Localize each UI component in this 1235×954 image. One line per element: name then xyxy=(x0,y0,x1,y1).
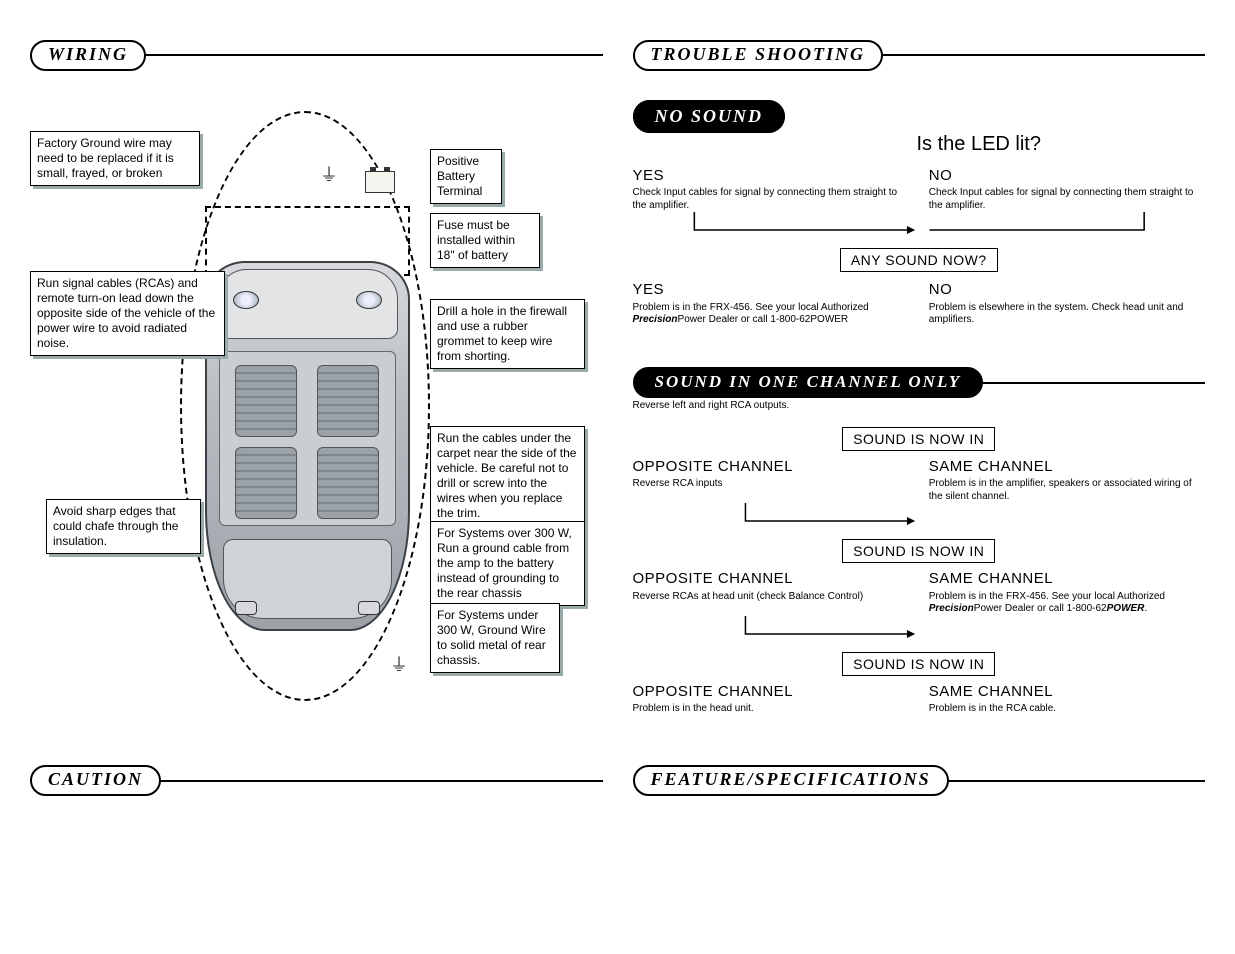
headlamp-left xyxy=(233,291,259,309)
yes2-label: YES xyxy=(633,280,909,300)
page: WIRING xyxy=(30,40,1205,738)
opp2-h: OPPOSITE CHANNEL xyxy=(633,569,909,589)
right-column: TROUBLE SHOOTING NO SOUND Is the LED lit… xyxy=(633,40,1206,738)
led-question: Is the LED lit? xyxy=(753,133,1206,156)
no1-text: Check Input cables for signal by connect… xyxy=(929,187,1205,212)
callout-fuse: Fuse must be installed within 18" of bat… xyxy=(430,213,540,268)
sound-now-label-1: SOUND IS NOW IN xyxy=(842,427,995,451)
sound-now-node-1: SOUND IS NOW IN xyxy=(633,427,1206,451)
same3-h: SAME CHANNEL xyxy=(929,682,1205,702)
bottom-headings: CAUTION FEATURE/SPECIFICATIONS xyxy=(30,765,1205,814)
seat-rear-left xyxy=(235,447,297,519)
no-sound-pill: NO SOUND xyxy=(633,100,786,133)
opp1-t: Reverse RCA inputs xyxy=(633,478,909,491)
troubleshooting-rule xyxy=(881,54,1205,56)
callout-rca-routing: Run signal cables (RCAs) and remote turn… xyxy=(30,271,225,356)
same2-a: Problem is in the FRX-456. See your loca… xyxy=(929,591,1165,602)
opposite-1: OPPOSITE CHANNEL Reverse RCA inputs xyxy=(633,457,909,504)
same2-b: Precision xyxy=(929,603,974,614)
ground-icon: ⏚ xyxy=(320,161,338,187)
same-1: SAME CHANNEL Problem is in the amplifier… xyxy=(929,457,1205,504)
opp1-h: OPPOSITE CHANNEL xyxy=(633,457,909,477)
wiring-diagram: ⏚ ⏚ Factory Ground wire may need to be r… xyxy=(30,101,590,721)
opp3-t: Problem is in the head unit. xyxy=(633,703,909,716)
feature-rule xyxy=(947,780,1205,782)
sound-now-label-2: SOUND IS NOW IN xyxy=(842,539,995,563)
battery-icon xyxy=(365,171,395,193)
one-channel-section: SOUND IN ONE CHANNEL ONLY Reverse left a… xyxy=(633,367,1206,716)
connector-3 xyxy=(633,616,1206,646)
same3-t: Problem is in the RCA cable. xyxy=(929,703,1205,716)
no-sound-no-2: NO Problem is elsewhere in the system. C… xyxy=(929,280,1205,327)
same1-h: SAME CHANNEL xyxy=(929,457,1205,477)
connector-2 xyxy=(633,503,1206,533)
taillamp-left xyxy=(235,601,257,615)
headlamp-right xyxy=(356,291,382,309)
no2-text: Problem is elsewhere in the system. Chec… xyxy=(929,302,1205,327)
no-sound-no-1: NO Check Input cables for signal by conn… xyxy=(929,166,1205,213)
one-channel-rule xyxy=(981,382,1205,384)
no2-label: NO xyxy=(929,280,1205,300)
same2-c: Power Dealer or call 1-800-62 xyxy=(974,603,1107,614)
feature-heading-row: FEATURE/SPECIFICATIONS xyxy=(633,765,1206,796)
callout-sharp-edges: Avoid sharp edges that could chafe throu… xyxy=(46,499,201,554)
yes2-text-b: Precision xyxy=(633,314,678,325)
yes2-text: Problem is in the FRX-456. See your loca… xyxy=(633,302,909,327)
callout-carpet: Run the cables under the carpet near the… xyxy=(430,426,585,526)
any-sound-node: ANY SOUND NOW? xyxy=(633,248,1206,272)
no-label: NO xyxy=(929,166,1205,186)
same2-d: POWER xyxy=(1107,603,1145,614)
sound-now-node-2: SOUND IS NOW IN xyxy=(633,539,1206,563)
sound-now-node-3: SOUND IS NOW IN xyxy=(633,652,1206,676)
seat-front-left xyxy=(235,365,297,437)
troubleshooting-heading-row: TROUBLE SHOOTING xyxy=(633,40,1206,71)
same2-t: Problem is in the FRX-456. See your loca… xyxy=(929,591,1205,616)
ground-icon-rear: ⏚ xyxy=(390,651,408,677)
troubleshooting-heading: TROUBLE SHOOTING xyxy=(633,40,884,71)
callout-under-300w: For Systems under 300 W, Ground Wire to … xyxy=(430,603,560,673)
sound-now-label-3: SOUND IS NOW IN xyxy=(842,652,995,676)
callout-battery-terminal: Positive Battery Terminal xyxy=(430,149,502,204)
caution-heading: CAUTION xyxy=(30,765,161,796)
seat-front-right xyxy=(317,365,379,437)
callout-over-300w: For Systems over 300 W, Run a ground cab… xyxy=(430,521,585,606)
same2-e: . xyxy=(1144,603,1147,614)
same2-h: SAME CHANNEL xyxy=(929,569,1205,589)
any-sound-label: ANY SOUND NOW? xyxy=(840,248,998,272)
no-sound-yes-1: YES Check Input cables for signal by con… xyxy=(633,166,909,213)
no-sound-section: NO SOUND Is the LED lit? YES Check Input… xyxy=(633,107,1206,327)
connector-1 xyxy=(633,212,1206,242)
callout-ground-wire: Factory Ground wire may need to be repla… xyxy=(30,131,200,186)
yes2-text-a: Problem is in the FRX-456. See your loca… xyxy=(633,302,869,313)
vehicle-graphic xyxy=(205,261,410,631)
opp2-t: Reverse RCAs at head unit (check Balance… xyxy=(633,591,909,604)
feature-heading: FEATURE/SPECIFICATIONS xyxy=(633,765,949,796)
opposite-2: OPPOSITE CHANNEL Reverse RCAs at head un… xyxy=(633,569,909,616)
wiring-heading-row: WIRING xyxy=(30,40,603,71)
left-column: WIRING xyxy=(30,40,603,738)
seat-rear-right xyxy=(317,447,379,519)
taillamp-right xyxy=(358,601,380,615)
one-channel-sub: Reverse left and right RCA outputs. xyxy=(633,400,1206,413)
same-2: SAME CHANNEL Problem is in the FRX-456. … xyxy=(929,569,1205,616)
same-3: SAME CHANNEL Problem is in the RCA cable… xyxy=(929,682,1205,716)
opposite-3: OPPOSITE CHANNEL Problem is in the head … xyxy=(633,682,909,716)
yes2-text-c: Power Dealer or call 1-800-62POWER xyxy=(678,314,849,325)
wiring-heading: WIRING xyxy=(30,40,146,71)
yes-label: YES xyxy=(633,166,909,186)
same1-t: Problem is in the amplifier, speakers or… xyxy=(929,478,1205,503)
one-channel-pill: SOUND IN ONE CHANNEL ONLY xyxy=(633,367,984,399)
caution-heading-row: CAUTION xyxy=(30,765,603,796)
caution-rule xyxy=(159,780,602,782)
yes1-text: Check Input cables for signal by connect… xyxy=(633,187,909,212)
wiring-rule xyxy=(144,54,602,56)
no-sound-yes-2: YES Problem is in the FRX-456. See your … xyxy=(633,280,909,327)
callout-firewall: Drill a hole in the firewall and use a r… xyxy=(430,299,585,369)
opp3-h: OPPOSITE CHANNEL xyxy=(633,682,909,702)
